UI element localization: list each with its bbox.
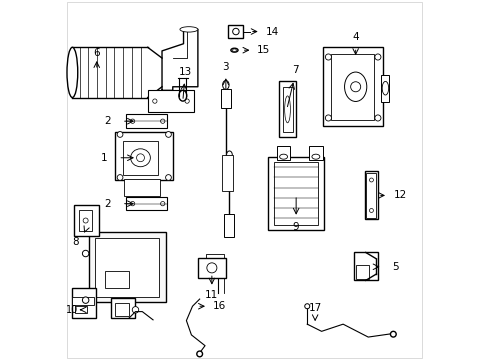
Bar [221,89,230,108]
Bar [95,238,159,297]
Ellipse shape [117,175,122,180]
Ellipse shape [67,47,78,98]
Bar [221,155,233,191]
Bar [278,81,296,137]
Ellipse shape [222,81,228,89]
Ellipse shape [284,96,290,123]
Bar [330,54,373,120]
Bar [366,173,376,218]
Ellipse shape [325,54,331,60]
Bar [380,75,388,102]
Bar [282,87,292,132]
Bar [224,214,234,237]
Ellipse shape [180,27,198,32]
Ellipse shape [136,154,144,162]
Text: 2: 2 [104,116,111,126]
Bar [115,303,129,316]
Ellipse shape [117,132,122,137]
Bar [364,171,378,220]
Ellipse shape [369,208,373,212]
Text: 15: 15 [257,45,270,55]
Bar [126,197,167,211]
Bar [276,146,290,160]
Bar [323,47,382,126]
Text: 1: 1 [101,153,107,163]
Bar [111,298,135,318]
Bar [104,271,129,288]
Ellipse shape [152,99,157,103]
Ellipse shape [179,90,186,101]
Text: 9: 9 [292,222,299,231]
Bar [75,306,86,314]
Ellipse shape [389,331,395,337]
Ellipse shape [232,28,239,35]
Text: 17: 17 [308,303,321,314]
Ellipse shape [226,151,232,159]
Bar [124,179,160,196]
Bar [308,146,322,160]
Ellipse shape [130,119,135,123]
Bar [228,25,243,39]
Polygon shape [162,30,198,90]
Bar [115,132,172,180]
Ellipse shape [325,115,331,121]
Ellipse shape [374,115,380,121]
Ellipse shape [279,154,287,159]
Ellipse shape [165,175,171,180]
Ellipse shape [350,82,360,92]
Text: 2: 2 [104,199,111,209]
Text: 11: 11 [205,291,218,301]
Ellipse shape [160,119,164,123]
Bar [147,90,194,112]
Text: 8: 8 [73,237,79,247]
Ellipse shape [230,48,238,52]
Text: 5: 5 [391,262,398,272]
Ellipse shape [132,307,139,313]
Bar [198,258,225,278]
Bar [79,210,92,231]
Ellipse shape [196,351,202,357]
Text: 12: 12 [393,190,406,201]
Bar [72,297,94,305]
Bar [122,140,158,175]
Text: 7: 7 [291,65,298,75]
Ellipse shape [344,72,366,102]
Bar [355,265,368,279]
Bar [353,252,378,280]
Ellipse shape [382,81,388,95]
Ellipse shape [82,297,89,303]
Ellipse shape [130,149,150,167]
Text: 16: 16 [212,301,225,311]
Bar [88,232,165,302]
Bar [74,205,99,235]
Ellipse shape [160,202,164,206]
Ellipse shape [206,263,217,273]
Bar [273,162,317,225]
Ellipse shape [130,202,135,206]
Ellipse shape [232,49,236,51]
Bar [267,157,324,230]
Text: 14: 14 [265,27,279,36]
Ellipse shape [369,178,373,182]
Text: 6: 6 [93,48,100,58]
Text: 13: 13 [179,67,192,77]
Text: 3: 3 [222,62,229,72]
Text: 4: 4 [352,32,358,42]
Ellipse shape [311,154,319,159]
Ellipse shape [83,218,88,223]
Bar [72,288,96,318]
Ellipse shape [304,304,309,309]
Text: 10: 10 [65,305,78,315]
Ellipse shape [165,132,171,137]
Ellipse shape [82,250,89,257]
Bar [126,114,167,128]
Ellipse shape [374,54,380,60]
Ellipse shape [184,99,189,103]
